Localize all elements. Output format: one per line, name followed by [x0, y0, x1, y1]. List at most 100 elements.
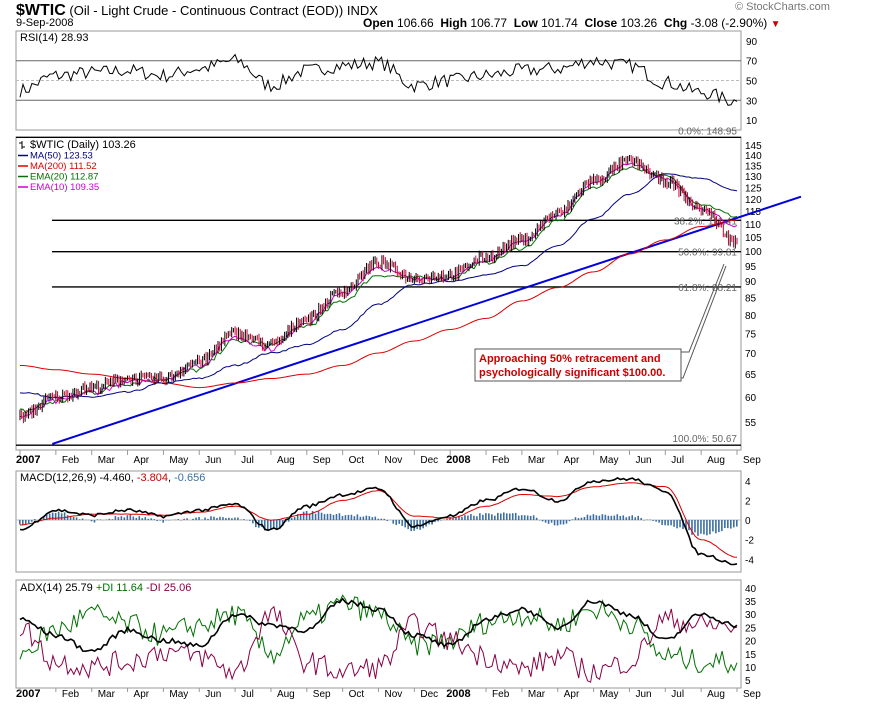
macd-histogram-bar: [278, 520, 281, 529]
watermark: © StockCharts.com: [735, 1, 830, 13]
adx-label: ADX(14) 25.79 +DI 11.64 -DI 25.06: [20, 582, 191, 594]
macd-histogram-bar: [577, 518, 580, 521]
macd-histogram-bar: [368, 516, 371, 521]
macd-histogram-bar: [141, 518, 144, 521]
chg-label: Chg: [663, 16, 688, 30]
price-panel-frame: [15, 136, 742, 451]
x-tick-label: Apr: [134, 455, 150, 466]
macd-histogram-bar: [592, 514, 595, 521]
macd-histogram-bar: [601, 514, 604, 521]
macd-histogram-bar: [697, 520, 699, 536]
macd-histogram-bar: [706, 520, 708, 536]
macd-histogram-bar: [305, 510, 308, 521]
quote-summary: Open 106.66 High 106.77 Low 101.74 Close…: [363, 16, 781, 30]
x-tick-label: Sep: [743, 689, 761, 700]
macd-histogram-bar: [724, 520, 726, 529]
macd-histogram-bar: [694, 520, 696, 533]
macd-histogram-bar: [652, 520, 654, 521]
x-tick-label: May: [169, 455, 188, 466]
chart-date: 9-Sep-2008: [16, 17, 74, 29]
macd-histogram-bar: [529, 516, 532, 521]
macd-histogram-bar: [93, 520, 96, 523]
macd-histogram-bar: [213, 516, 215, 521]
macd-histogram-bar: [296, 514, 299, 521]
macd-histogram-bar: [523, 515, 526, 521]
macd-histogram-bar: [147, 518, 150, 521]
macd-histogram-bar: [473, 515, 475, 521]
macd-histogram-bar: [491, 514, 493, 521]
exchange: INDX: [346, 3, 378, 18]
macd-histogram-bar: [326, 513, 329, 521]
macd-histogram-bar: [150, 518, 153, 521]
legend-item: EMA(20) 112.87: [30, 172, 98, 183]
macd-histogram-bar: [736, 520, 738, 527]
macd-histogram-bar: [210, 516, 212, 521]
macd-histogram-bar: [255, 520, 257, 528]
fib-label: 38.2%: 111.41: [674, 216, 737, 227]
macd-histogram-bar: [24, 520, 27, 525]
x-tick-label: Sep: [313, 455, 331, 466]
macd-tick-label: -2: [745, 536, 754, 547]
macd-histogram-bar: [673, 520, 675, 527]
chart-title: $WTIC (Oil - Light Crude - Continuous Co…: [16, 2, 378, 20]
adx-tick-label: 5: [745, 676, 751, 687]
macd-histogram-bar: [511, 513, 514, 521]
x-tick-label: Nov: [385, 455, 403, 466]
macd-histogram-bar: [195, 517, 197, 521]
rsi-panel: 90 70 50 30 10: [16, 37, 758, 127]
x-tick-label: Jul: [671, 455, 684, 466]
ma-line: [19, 173, 738, 399]
symbol-description: (Oil - Light Crude - Continuous Contract…: [69, 3, 344, 18]
macd-histogram-bar: [517, 515, 520, 521]
rsi-tick-label: 50: [746, 77, 758, 88]
macd-histogram-bar: [126, 515, 129, 521]
macd-line: [19, 476, 738, 566]
macd-histogram-bar: [45, 514, 48, 521]
macd-histogram-bar: [727, 520, 729, 529]
macd-histogram-bar: [225, 518, 227, 521]
macd-histogram-bar: [252, 520, 254, 524]
macd-histogram-bar: [583, 517, 586, 521]
macd-histogram-bar: [177, 519, 179, 521]
macd-histogram-bar: [356, 514, 359, 521]
price-tick-label: 105: [745, 233, 762, 244]
adx-tick-label: 40: [745, 584, 757, 595]
macd-histogram-bar: [715, 520, 717, 534]
macd-histogram-bar: [574, 517, 577, 521]
macd-histogram-bar: [129, 514, 132, 521]
macd-histogram-bar: [404, 520, 406, 528]
x-tick-label: Jul: [241, 689, 254, 700]
macd-histogram-bar: [338, 513, 341, 521]
macd-histogram-bar: [658, 520, 660, 523]
x-tick-label: May: [600, 455, 619, 466]
macd-histogram-bar: [19, 520, 21, 525]
macd-histogram-bar: [556, 520, 559, 526]
x-tick-label: Jun: [635, 455, 651, 466]
macd-histogram-bar: [625, 517, 628, 521]
chg-value: -3.08 (-2.90%): [690, 16, 768, 30]
price-tick-label: 55: [745, 418, 757, 429]
macd-histogram-bar: [207, 518, 209, 521]
macd-histogram-bar: [162, 520, 164, 523]
macd-histogram-bar: [520, 515, 523, 521]
macd-histogram-bar: [243, 519, 245, 521]
price-tick-label: 145: [745, 141, 762, 152]
x-tick-label: Apr: [564, 689, 580, 700]
rsi-line: [19, 53, 738, 106]
macd-histogram-bar: [709, 520, 711, 535]
macd-histogram-bar: [311, 511, 314, 521]
macd-histogram-bar: [216, 518, 218, 521]
macd-histogram-bar: [135, 517, 138, 521]
macd-histogram-bar: [655, 520, 657, 522]
macd-histogram-bar: [628, 516, 631, 521]
macd-histogram-bar: [535, 517, 538, 521]
macd-histogram-bar: [335, 514, 338, 521]
macd-histogram-bar: [464, 515, 466, 521]
macd-histogram-bar: [634, 517, 637, 521]
adx-tick-label: 10: [745, 663, 757, 674]
macd-histogram-bar: [482, 514, 484, 521]
macd-histogram-bar: [730, 520, 732, 529]
macd-panel: 4 2 0 -2 -4: [16, 477, 754, 566]
macd-histogram-bar: [371, 517, 374, 521]
x-tick-label: Aug: [277, 689, 295, 700]
